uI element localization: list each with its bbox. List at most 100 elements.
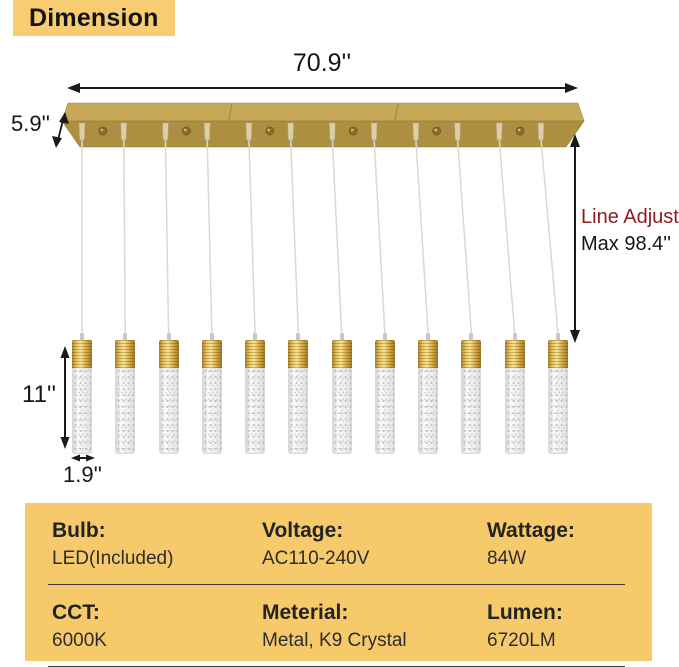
cord-grip [78, 122, 86, 141]
screw-highlight [267, 128, 271, 132]
spec-cell-material: Meterial: Metal, K9 Crystal [258, 600, 483, 654]
pendant-nib [339, 333, 344, 340]
canopy-screws [98, 126, 525, 136]
pendant [374, 333, 396, 454]
canopy-screw [348, 126, 358, 136]
spec-value: AC110-240V [262, 548, 370, 570]
hanging-wire [456, 138, 473, 335]
cord-grip [287, 122, 294, 141]
canopy-screw [432, 126, 442, 136]
screw-highlight [517, 128, 521, 132]
cord-grip [203, 122, 211, 141]
pendant-crystal-tube [288, 368, 309, 454]
pendant-nib [469, 333, 474, 340]
spec-table: Bulb: LED(Included) Voltage: AC110-240V … [25, 503, 652, 667]
pendant [71, 333, 93, 454]
pendant-nib [253, 333, 258, 340]
pendant [504, 333, 526, 454]
line-adjust-label: Line Adjust [581, 206, 679, 228]
pendant-crystal-tube [158, 368, 179, 454]
canopy-seam [394, 103, 399, 121]
pendant-crystal-tube [374, 368, 395, 454]
pendant-nib [426, 333, 431, 340]
line-adjust-max-label: Max 98.4'' [581, 233, 671, 255]
hanging-wire [540, 138, 559, 335]
line-adjust-arrow [570, 134, 580, 343]
pendant-gold-cap [115, 340, 136, 368]
spec-value: 6000K [52, 630, 107, 652]
cord-grip [454, 122, 461, 141]
hanging-wire [331, 138, 343, 335]
spec-cell-wattage: Wattage: 84W [483, 518, 625, 572]
hanging-wire [498, 138, 516, 335]
canopy-bar [61, 102, 585, 148]
spec-label: Voltage: [262, 519, 344, 542]
spec-value: 6720LM [487, 630, 556, 652]
pendant-nib [296, 333, 301, 340]
hanging-wire [248, 138, 256, 335]
pendant-gold-cap [245, 340, 266, 368]
pendant-row [71, 333, 568, 454]
pendant [201, 333, 223, 454]
cord-grip [245, 122, 253, 141]
cord-grip [495, 122, 503, 141]
pendant-gold-cap [72, 340, 92, 368]
hanging-wires [81, 138, 559, 335]
spec-cell-cct: CCT: 6000K [48, 600, 258, 654]
width-dimension-arrow [67, 83, 578, 93]
pendant [244, 333, 266, 454]
pendant-nib [382, 333, 387, 340]
spec-value: Metal, K9 Crystal [262, 630, 407, 652]
screw-highlight [100, 128, 104, 132]
pendant [460, 333, 482, 454]
spec-row-2: CCT: 6000K Meterial: Metal, K9 Crystal L… [48, 585, 625, 667]
spec-cell-voltage: Voltage: AC110-240V [258, 518, 483, 572]
hanging-wire [122, 138, 127, 335]
cord-grip [120, 122, 128, 141]
spec-label: Meterial: [262, 600, 349, 624]
hanging-wire [164, 138, 170, 335]
pendant-gold-cap [461, 340, 482, 368]
pendant-nib [166, 333, 171, 340]
canopy-screw [265, 126, 275, 136]
dimension-title-chip: Dimension [13, 0, 175, 36]
pendant-gold-cap [158, 340, 179, 368]
pendant-crystal-tube [461, 368, 482, 454]
pendant-gold-cap [548, 340, 568, 368]
cord-grip [370, 122, 378, 141]
width-dimension-label: 70.9'' [292, 49, 352, 77]
hanging-wire [206, 138, 213, 335]
canopy-height-label: 5.9'' [11, 111, 50, 136]
spec-label: Bulb: [52, 519, 106, 542]
pendant-width-arrow [71, 454, 95, 462]
cord-grip [162, 122, 169, 141]
pendant-crystal-tube [245, 368, 266, 454]
pendant [114, 333, 136, 454]
canopy-screw [515, 126, 525, 136]
canopy-height-arrow [52, 112, 69, 148]
pendant-gold-cap [201, 340, 222, 368]
hanging-wire [289, 138, 300, 335]
canopy-screw [181, 126, 191, 136]
spec-row-1: Bulb: LED(Included) Voltage: AC110-240V … [48, 503, 625, 585]
pendant-gold-cap [331, 340, 352, 368]
pendant [331, 333, 353, 454]
pendant-crystal-tube [72, 368, 92, 454]
pendant-nib [209, 333, 214, 340]
pendant-crystal-tube [504, 368, 525, 454]
screw-highlight [350, 128, 354, 132]
pendant-height-arrow [60, 346, 70, 449]
pendant-crystal-tube [201, 368, 222, 454]
spec-label: Wattage: [487, 519, 575, 542]
cord-grip [329, 122, 336, 141]
pendant-crystal-tube [331, 368, 352, 454]
pendant [287, 333, 309, 454]
dimension-title-label: Dimension [29, 3, 159, 32]
pendant [417, 333, 439, 454]
screw-highlight [434, 128, 437, 132]
pendant-nib [512, 333, 517, 340]
pendant-height-label: 11'' [22, 381, 57, 408]
pendant-gold-cap [288, 340, 309, 368]
canopy-screw [98, 126, 108, 136]
pendant-crystal-tube [418, 368, 439, 454]
